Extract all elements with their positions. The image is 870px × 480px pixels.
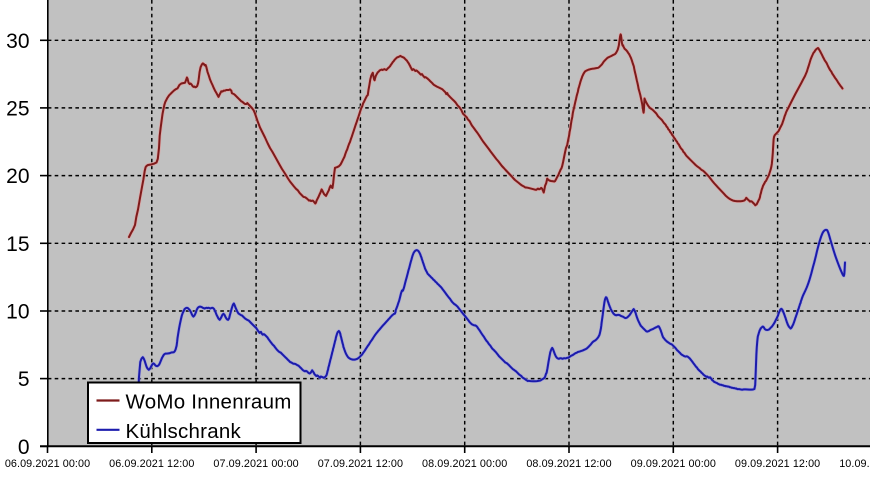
svg-text:WoMo Innenraum: WoMo Innenraum <box>126 391 292 414</box>
svg-text:09.09.2021 12:00: 09.09.2021 12:00 <box>735 458 820 470</box>
svg-text:08.09.2021 12:00: 08.09.2021 12:00 <box>526 458 611 470</box>
svg-text:Kühlschrank: Kühlschrank <box>126 420 242 443</box>
svg-text:07.09.2021 00:00: 07.09.2021 00:00 <box>213 458 298 470</box>
svg-text:09.09.2021 00:00: 09.09.2021 00:00 <box>631 458 716 470</box>
svg-text:5: 5 <box>18 368 30 391</box>
svg-text:10: 10 <box>6 301 29 324</box>
svg-text:06.09.2021 00:00: 06.09.2021 00:00 <box>5 458 90 470</box>
svg-text:08.09.2021 00:00: 08.09.2021 00:00 <box>422 458 507 470</box>
svg-text:25: 25 <box>6 97 29 120</box>
svg-text:15: 15 <box>6 233 29 256</box>
svg-text:10.09.2021 00:00: 10.09.2021 00:00 <box>839 458 870 470</box>
svg-text:06.09.2021 12:00: 06.09.2021 12:00 <box>109 458 194 470</box>
svg-text:07.09.2021 12:00: 07.09.2021 12:00 <box>318 458 403 470</box>
svg-text:0: 0 <box>18 436 30 459</box>
svg-text:30: 30 <box>6 30 29 53</box>
svg-text:20: 20 <box>6 165 29 188</box>
